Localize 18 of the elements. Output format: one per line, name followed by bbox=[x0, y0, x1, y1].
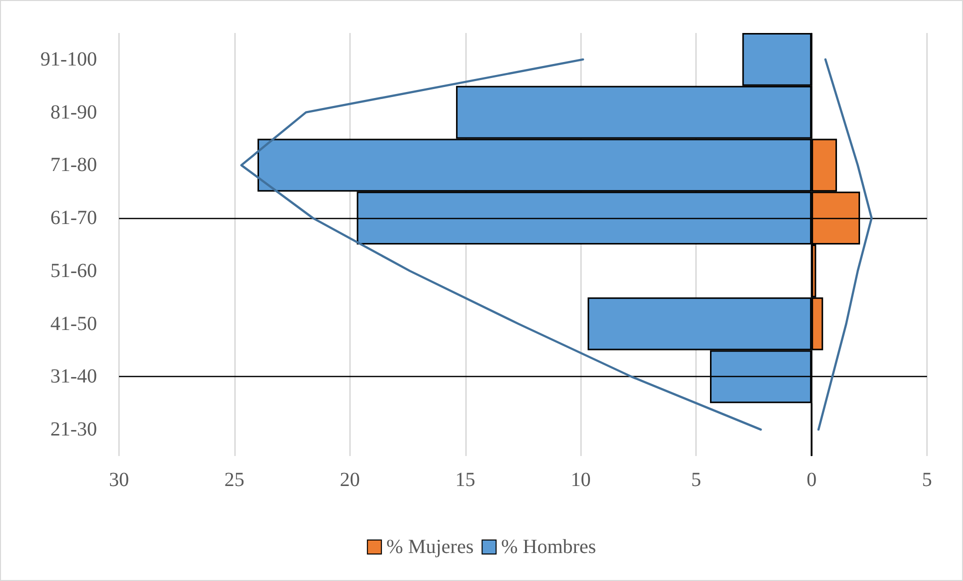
x-tick-label: 15 bbox=[455, 469, 476, 491]
y-tick-label: 81-90 bbox=[50, 101, 97, 124]
x-tick-label: 30 bbox=[109, 469, 129, 491]
legend-label: % Mujeres bbox=[386, 536, 474, 558]
x-tick-label: 5 bbox=[922, 469, 932, 491]
x-tick-label: 20 bbox=[340, 469, 360, 491]
y-tick-label: 31-40 bbox=[50, 366, 97, 388]
y-tick-label: 91-100 bbox=[40, 48, 97, 70]
x-tick-label: 25 bbox=[224, 469, 244, 491]
y-tick-label: 21-30 bbox=[50, 418, 97, 441]
x-tick-label: 5 bbox=[691, 469, 702, 491]
x-tick-label: 0 bbox=[806, 469, 817, 491]
x-tick-label: 10 bbox=[570, 469, 591, 491]
y-tick-label: 61-70 bbox=[50, 207, 97, 230]
y-tick-label: 51-60 bbox=[50, 260, 97, 282]
y-tick-label: 71-80 bbox=[50, 154, 97, 176]
y-tick-label: 41-50 bbox=[50, 312, 97, 335]
legend-label: % Hombres bbox=[501, 536, 596, 558]
